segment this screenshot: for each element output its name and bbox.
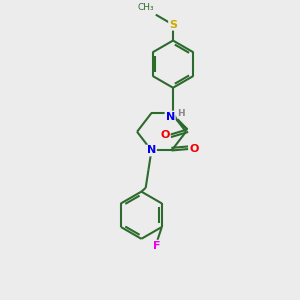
Text: CH₃: CH₃ <box>138 3 154 12</box>
Text: S: S <box>169 20 177 30</box>
Text: O: O <box>160 130 170 140</box>
Text: F: F <box>153 241 160 251</box>
Text: N: N <box>147 146 156 155</box>
Text: N: N <box>166 112 175 122</box>
Text: O: O <box>189 144 199 154</box>
Text: H: H <box>177 109 185 118</box>
